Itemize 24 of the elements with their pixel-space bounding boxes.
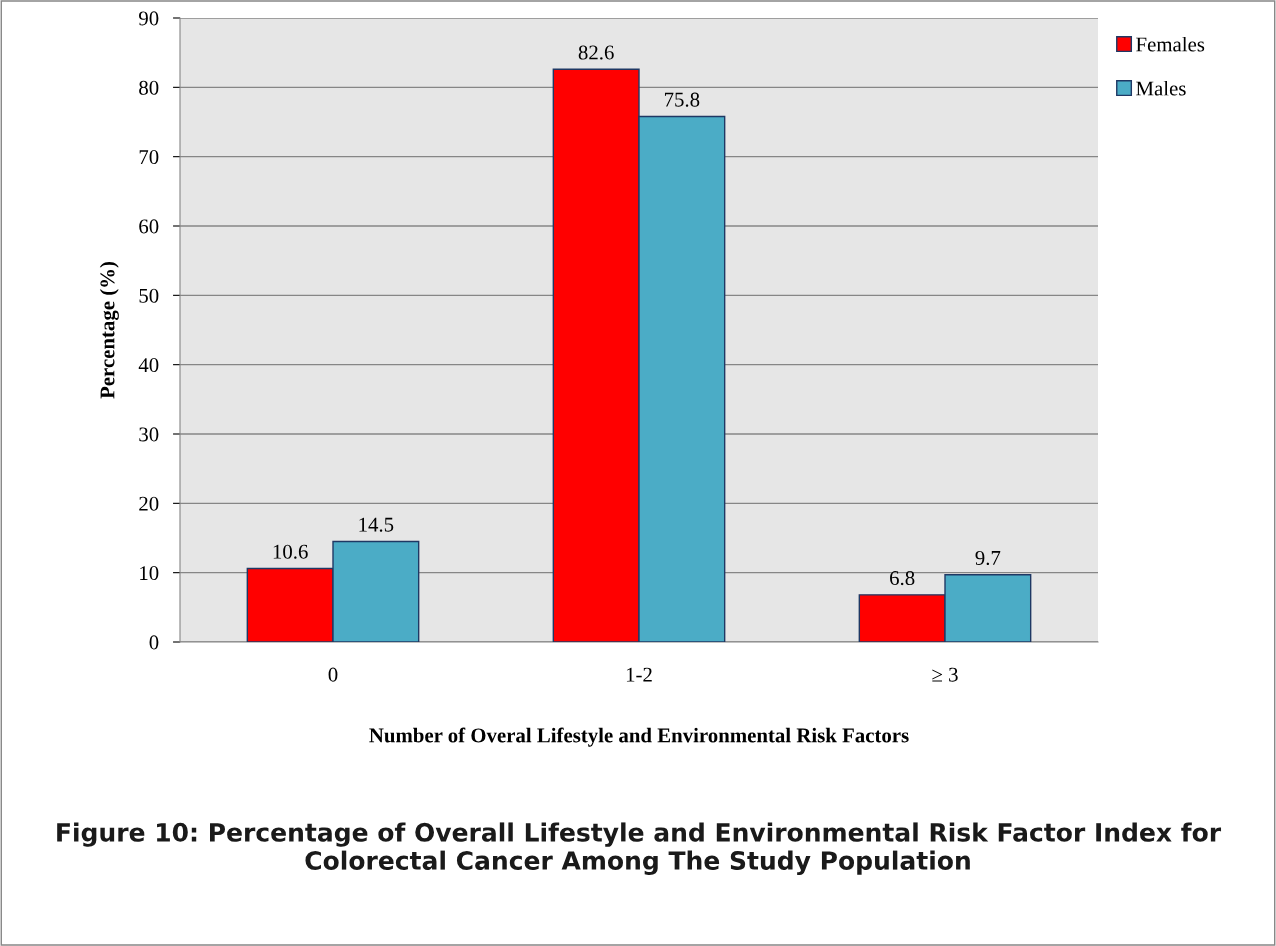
data-label: 10.6	[273, 544, 308, 559]
x-axis-title: Number of Overal Lifestyle and Environmental Risk Factors	[369, 727, 909, 747]
data-label: 6.8	[890, 571, 915, 586]
y-tick-label: 10	[140, 566, 159, 581]
y-tick-label: 70	[139, 150, 159, 165]
y-tick-label: 30	[139, 427, 159, 442]
y-tick-label: 40	[138, 358, 159, 373]
data-label: 14.5	[359, 517, 394, 532]
data-label: 82.6	[578, 45, 614, 60]
x-tick-label: 0	[328, 667, 338, 682]
y-tick-label: 0	[149, 635, 159, 650]
legend-label: Males	[1136, 80, 1186, 96]
x-tick-label: 1-2	[626, 667, 652, 682]
y-tick-label: 20	[139, 496, 159, 511]
y-axis-title: Percentage (%)	[99, 261, 119, 399]
y-tick-label: 90	[139, 11, 159, 26]
y-tick-label: 80	[139, 80, 159, 95]
data-label: 75.8	[664, 92, 700, 107]
legend-label: Females	[1136, 36, 1205, 52]
x-tick-label: ≥ 3	[932, 667, 958, 682]
text: Figure 10: Percentage of Overall Lifestyle and Environmental Risk Factor Index for Colorectal Cancer Among The Study Population	[57, 822, 1222, 875]
data-label: 9.7	[975, 550, 1001, 566]
y-tick-label: 50	[139, 288, 159, 303]
y-tick-label: 60	[139, 219, 159, 234]
